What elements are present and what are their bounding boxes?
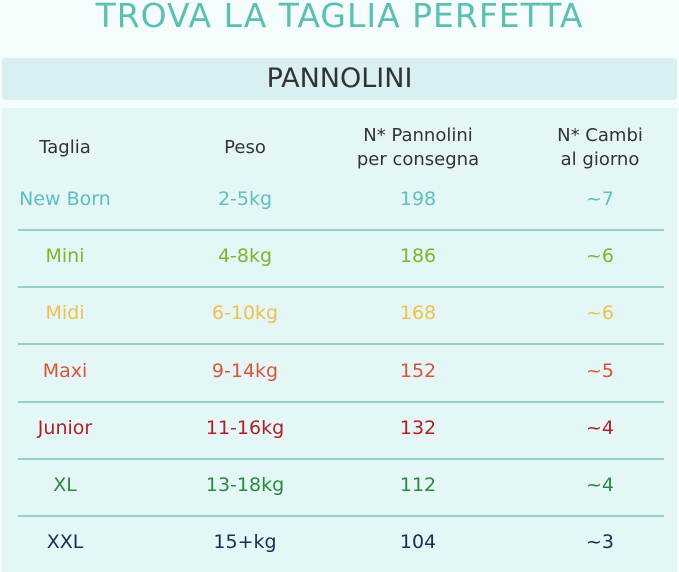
row-divider: [18, 457, 664, 460]
table-cell-peso: 13-18kg: [205, 474, 285, 496]
table-cell-cambi: ~4: [585, 474, 614, 496]
table-cell-peso: 4-8kg: [217, 245, 273, 268]
section-title: PANNOLINI: [2, 58, 677, 100]
column-header: N* Pannolini per consegna: [356, 125, 480, 170]
table-cell-cambi: ~3: [585, 531, 614, 554]
row-divider: [18, 343, 664, 346]
table-cell-peso: 15+kg: [213, 531, 277, 554]
page-title: TROVA LA TAGLIA PERFETTA: [95, 0, 584, 35]
row-divider: [18, 229, 664, 231]
row-divider: [18, 400, 664, 403]
table-cell-taglia: Midi: [45, 302, 85, 325]
table-cell-taglia: XXL: [46, 531, 84, 554]
table-cell-pannolini: 152: [399, 359, 437, 382]
table-cell-taglia: Mini: [45, 245, 85, 268]
column-header: Taglia: [39, 137, 91, 158]
table-cell-pannolini: 186: [399, 245, 437, 268]
table-cell-taglia: New Born: [19, 188, 111, 210]
table-cell-pannolini: 104: [399, 531, 437, 554]
table-cell-cambi: ~4: [585, 416, 614, 439]
table-cell-cambi: ~7: [585, 188, 614, 210]
table-cell-peso: 6-10kg: [211, 302, 279, 325]
table-cell-cambi: ~6: [585, 245, 614, 268]
column-header: Peso: [224, 137, 266, 158]
row-divider: [18, 515, 664, 517]
table-cell-cambi: ~5: [585, 359, 614, 382]
size-table: Taglia Peso N* Pannolini per consegna N* Ca…: [2, 108, 677, 572]
table-cell-taglia: Maxi: [42, 359, 88, 382]
table-cell-taglia: XL: [53, 474, 77, 496]
table-cell-pannolini: 132: [399, 416, 437, 439]
row-divider: [18, 286, 664, 289]
table-cell-pannolini: 112: [399, 474, 437, 496]
table-cell-peso: 11-16kg: [205, 416, 285, 439]
table-cell-peso: 9-14kg: [211, 359, 279, 382]
column-header: N* Cambi al giorno: [557, 125, 643, 170]
table-cell-cambi: ~6: [585, 302, 614, 325]
table-cell-peso: 2-5kg: [217, 188, 273, 210]
table-cell-taglia: Junior: [37, 416, 93, 439]
table-cell-pannolini: 168: [399, 302, 437, 325]
table-cell-pannolini: 198: [399, 188, 437, 210]
